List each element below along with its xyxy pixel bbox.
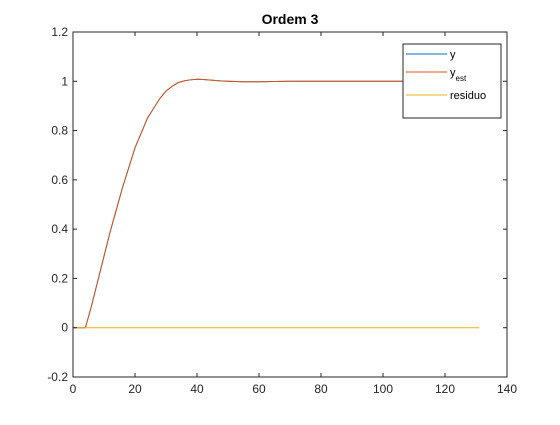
legend-label-text: y: [450, 67, 456, 79]
y-tick-label: 0.6: [51, 173, 68, 187]
x-tick-label: 80: [314, 382, 328, 396]
x-tick-label: 0: [70, 382, 77, 396]
legend-label-text: residuo: [450, 90, 486, 102]
series-line-1: [73, 78, 480, 329]
y-tick-label: 1: [61, 74, 68, 88]
y-tick-label: 0.4: [51, 222, 68, 236]
y-tick-label: 0: [61, 321, 68, 335]
x-tick-label: 100: [373, 382, 393, 396]
x-tick-label: 140: [497, 382, 517, 396]
series-layer: [73, 78, 480, 329]
legend-label-0: y: [450, 49, 456, 61]
x-tick-label: 20: [128, 382, 142, 396]
chart-title: Ordem 3: [262, 11, 319, 27]
axes-layer: 0 20 40 60 80 100 120 140-0.200.20.40.60.811.2: [47, 25, 517, 396]
legend-label-text: y: [450, 49, 456, 61]
legend-label-1: yest: [450, 67, 467, 83]
x-tick-label: 120: [435, 382, 455, 396]
legend-label-2: residuo: [450, 90, 486, 102]
legend-box: [402, 43, 502, 119]
legend-label-subscript: est: [456, 74, 467, 83]
axes-box: [72, 31, 508, 378]
y-tick-label: 0.2: [51, 271, 68, 285]
x-tick-label: 60: [252, 382, 266, 396]
y-tick-label: -0.2: [47, 370, 68, 384]
x-tick-label: 40: [190, 382, 204, 396]
y-tick-label: 0.8: [51, 124, 68, 138]
y-tick-label: 1.2: [51, 25, 68, 39]
